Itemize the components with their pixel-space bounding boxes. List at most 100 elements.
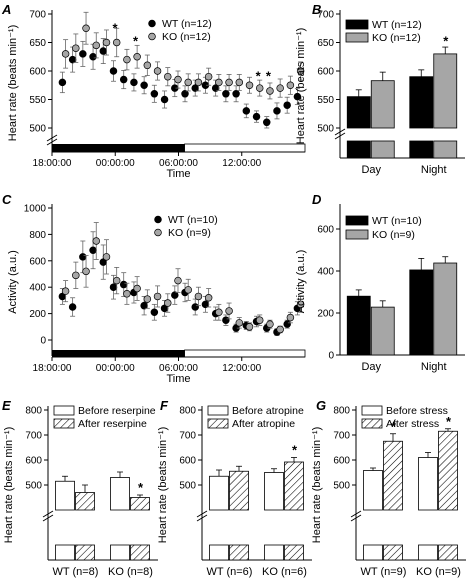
- data-point-wt: [140, 81, 148, 89]
- data-point-wt: [89, 52, 97, 61]
- bar-stub: [229, 544, 249, 561]
- data-point-ko: [112, 276, 121, 285]
- data-point-ko: [174, 276, 182, 285]
- axis-break: [350, 510, 362, 518]
- x-tick-label: 00:00:00: [96, 158, 135, 169]
- axis-break: [46, 134, 58, 142]
- bar-stub: [383, 544, 403, 561]
- y-axis-label: Heart rate (beats min⁻¹): [7, 25, 19, 141]
- significance-asterisk: *: [266, 69, 272, 84]
- data-point-ko: [72, 271, 80, 280]
- legend-swatch: [345, 32, 369, 43]
- legend-marker: [148, 32, 156, 41]
- legend-marker: [154, 215, 162, 224]
- bar-second-series: [438, 430, 458, 511]
- category-label: WT (n=9): [361, 566, 407, 578]
- bar-first-series: [264, 472, 284, 511]
- bar-first-series: [346, 96, 371, 129]
- data-point-wt: [130, 78, 138, 87]
- data-point-ko: [245, 81, 254, 89]
- panel-label: G: [316, 398, 326, 413]
- data-point-ko: [194, 292, 203, 301]
- data-point-ko: [143, 295, 152, 303]
- legend-label: WT (n=10): [168, 214, 218, 226]
- legend-label: KO (n=12): [162, 31, 211, 43]
- data-point-wt: [273, 107, 281, 115]
- y-tick-label: 800: [25, 406, 42, 417]
- break-gap: [341, 129, 466, 140]
- panel-label: A: [1, 2, 11, 17]
- data-point-wt: [181, 90, 189, 98]
- legend-swatch: [207, 418, 229, 429]
- data-point-ko: [276, 84, 284, 92]
- data-point-ko: [215, 308, 223, 317]
- data-point-ko: [266, 320, 274, 328]
- dark-phase-bar: [52, 144, 185, 152]
- data-point-wt: [252, 112, 261, 121]
- data-point-ko: [133, 284, 141, 293]
- bar-stub: [409, 140, 434, 159]
- bar-stub: [418, 544, 438, 561]
- data-point-ko: [174, 75, 182, 84]
- bar-stub: [438, 544, 458, 561]
- data-point-ko: [92, 237, 101, 245]
- legend-label: KO (n=9): [372, 229, 415, 241]
- data-point-ko: [164, 299, 172, 307]
- axis-break: [334, 128, 346, 136]
- data-point-ko: [143, 61, 152, 70]
- axis-break: [196, 514, 208, 522]
- axis-break: [196, 510, 208, 518]
- legend-swatch: [345, 215, 369, 226]
- data-point-ko: [184, 78, 192, 87]
- y-tick-label: 800: [29, 230, 46, 241]
- break-gap: [357, 511, 467, 544]
- data-point-ko: [133, 52, 141, 61]
- data-point-ko: [235, 78, 244, 87]
- data-point-ko: [123, 55, 131, 64]
- data-point-wt: [58, 78, 67, 87]
- category-label: KO (n=6): [262, 566, 307, 578]
- bar-second-series: [284, 461, 304, 511]
- data-point-wt: [119, 280, 128, 289]
- category-label: KO (n=8): [108, 566, 153, 578]
- data-point-ko: [204, 294, 213, 302]
- data-point-ko: [286, 81, 295, 89]
- y-tick-label: 1000: [24, 204, 47, 215]
- y-tick-label: 500: [179, 481, 196, 492]
- y-tick-label: 200: [29, 309, 46, 320]
- x-axis-label: Time: [166, 373, 190, 385]
- x-tick-label: 18:00:00: [33, 363, 72, 374]
- legend-swatch: [361, 405, 383, 416]
- significance-asterisk: *: [133, 33, 139, 48]
- y-tick-label: 600: [317, 225, 334, 236]
- axis-break: [42, 514, 54, 522]
- legend-label: KO (n=12): [372, 32, 421, 44]
- bar-stub: [209, 544, 229, 561]
- legend-swatch: [207, 405, 229, 416]
- significance-asterisk: *: [391, 419, 397, 434]
- bar-first-series: [363, 470, 383, 511]
- axis-break: [350, 514, 362, 522]
- significance-asterisk: *: [292, 443, 298, 458]
- dark-phase-bar: [52, 350, 185, 357]
- panel-label: B: [312, 2, 321, 17]
- bar-first-series: [346, 295, 371, 356]
- data-point-wt: [79, 253, 87, 261]
- x-tick-label: 12:00:00: [222, 158, 261, 169]
- data-point-wt: [68, 55, 77, 64]
- y-tick-label: 500: [29, 124, 46, 135]
- panel-label: C: [2, 192, 12, 207]
- bar-stub: [264, 544, 284, 561]
- data-point-wt: [283, 320, 291, 328]
- y-tick-label: 0: [40, 336, 46, 347]
- data-point-ko: [225, 78, 233, 87]
- bar-second-series: [370, 80, 395, 129]
- category-label: KO (n=9): [416, 566, 461, 578]
- data-point-wt: [160, 95, 169, 104]
- light-phase-bar: [184, 349, 306, 358]
- data-point-ko: [235, 319, 244, 327]
- bar-first-series: [209, 475, 229, 511]
- break-gap: [203, 511, 313, 544]
- data-point-ko: [296, 67, 305, 75]
- y-tick-label: 400: [29, 283, 46, 294]
